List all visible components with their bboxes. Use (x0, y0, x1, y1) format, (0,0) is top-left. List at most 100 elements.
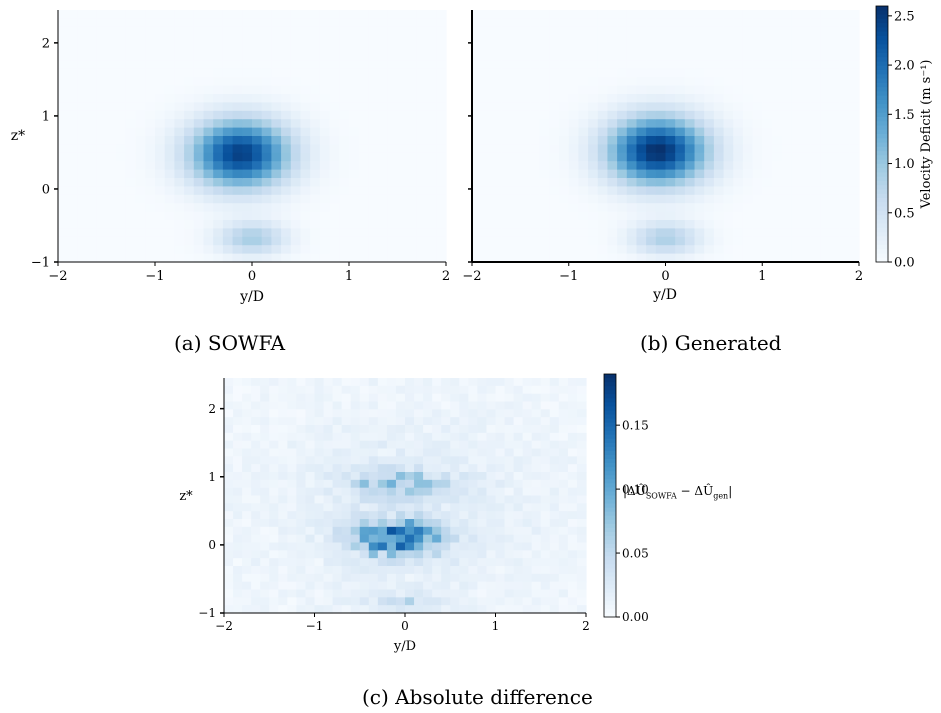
heat-cell (684, 18, 696, 28)
colorbar-segment (604, 592, 616, 598)
heat-cell (224, 378, 234, 387)
heat-cell (540, 479, 551, 489)
heat-cell (395, 472, 406, 481)
heat-cell (578, 186, 589, 196)
heat-cell (607, 253, 618, 263)
heat-cell (106, 186, 117, 196)
heat-cell (559, 194, 570, 204)
heat-cell (694, 220, 705, 229)
heat-cell (626, 102, 638, 112)
heat-cell (358, 94, 369, 103)
heat-cell (549, 456, 560, 465)
heat-cell (407, 220, 418, 229)
heat-cell (520, 144, 531, 154)
heat-cell (530, 94, 541, 103)
heat-cell (597, 161, 609, 171)
heat-cell (242, 228, 253, 238)
heat-cell (752, 10, 763, 19)
heat-cell (472, 85, 483, 95)
heat-cell (450, 440, 460, 450)
heat-cell (233, 605, 243, 614)
heat-cell (67, 102, 78, 112)
heat-cell (597, 186, 609, 196)
heat-cell (540, 464, 551, 473)
heat-cell (155, 85, 166, 95)
heat-cell (568, 68, 580, 78)
heat-cell (450, 425, 460, 434)
heat-cell (125, 152, 137, 162)
heat-cell (135, 94, 146, 103)
heat-cell (329, 161, 340, 171)
heat-cell (646, 136, 657, 145)
heat-cell (810, 144, 821, 154)
heat-cell (752, 220, 763, 229)
heat-cell (339, 144, 350, 154)
heat-cell (472, 194, 483, 204)
heat-cell (395, 589, 406, 598)
heat-cell (520, 127, 531, 137)
heat-cell (251, 409, 261, 418)
heat-cell (377, 605, 388, 614)
heat-cell (269, 526, 279, 536)
heat-cell (513, 597, 524, 606)
heat-cell (810, 68, 821, 78)
heat-cell (305, 511, 316, 520)
heat-cell (213, 26, 224, 36)
heat-cell (222, 245, 234, 255)
heat-cell (349, 52, 360, 61)
heat-cell (233, 566, 243, 575)
heat-cell (486, 487, 497, 497)
heat-cell (558, 432, 569, 442)
heat-cell (290, 245, 302, 255)
heat-cell (213, 127, 224, 137)
heat-cell (522, 401, 533, 410)
heat-cell (588, 144, 599, 154)
heat-cell (459, 511, 469, 520)
heat-cell (558, 589, 569, 598)
heat-cell (203, 18, 214, 28)
heat-cell (377, 479, 388, 489)
heat-cell (242, 127, 253, 137)
heat-cell (310, 211, 321, 221)
heat-cell (296, 566, 307, 575)
heat-cell (704, 211, 715, 221)
heat-cell (116, 18, 127, 28)
heat-cell (617, 220, 628, 229)
heat-cell (287, 589, 297, 598)
colorbar-segment (604, 580, 616, 586)
heat-cell (155, 144, 166, 154)
heat-cell (684, 68, 696, 78)
x-tick-label: −2 (462, 269, 481, 284)
heat-cell (310, 220, 321, 229)
heat-cell (77, 161, 88, 171)
heat-cell (233, 495, 243, 504)
heat-cell (459, 432, 469, 442)
ylabel-c: z* (179, 489, 193, 504)
heat-cell (125, 43, 137, 53)
heat-cell (251, 472, 261, 481)
heat-cell (626, 144, 638, 154)
heat-cell (423, 558, 433, 567)
heat-cell (820, 102, 831, 112)
heat-cell (341, 534, 352, 544)
heat-cell (713, 10, 725, 19)
heat-cell (513, 550, 524, 559)
heat-cell (155, 102, 166, 112)
heat-cell (441, 558, 451, 567)
heat-cell (486, 511, 497, 520)
heat-cell (522, 456, 533, 465)
heat-cell (242, 102, 253, 112)
heat-cell (67, 253, 78, 263)
heat-cell (287, 401, 297, 410)
x-tick-label: 1 (758, 269, 766, 284)
heat-cell (224, 432, 234, 442)
heat-cell (540, 542, 551, 551)
heat-cell (450, 385, 460, 395)
heat-cell (646, 194, 657, 204)
heat-cell (387, 203, 399, 213)
colorbar-segment (876, 65, 888, 71)
heat-cell (287, 550, 297, 559)
heat-cell (559, 161, 570, 171)
heat-cell (155, 52, 166, 61)
